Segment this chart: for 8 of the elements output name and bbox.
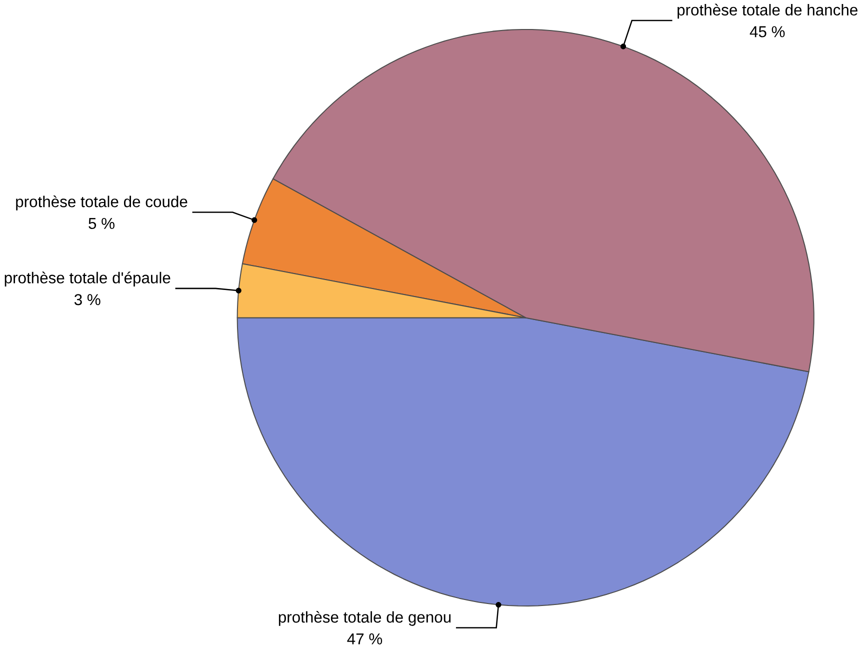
slice-label: prothèse totale de genou — [278, 610, 451, 626]
data-label: 47 % — [347, 633, 382, 644]
slice-label: prothèse totale d'épaule — [4, 272, 170, 286]
slice-label: prothèse totale de coude — [16, 195, 188, 210]
data-label: 5 % — [88, 218, 114, 229]
slice-label: prothèse totale de hanche — [678, 4, 858, 19]
data-label: 45 % — [750, 26, 785, 38]
data-label: 3 % — [74, 294, 100, 306]
